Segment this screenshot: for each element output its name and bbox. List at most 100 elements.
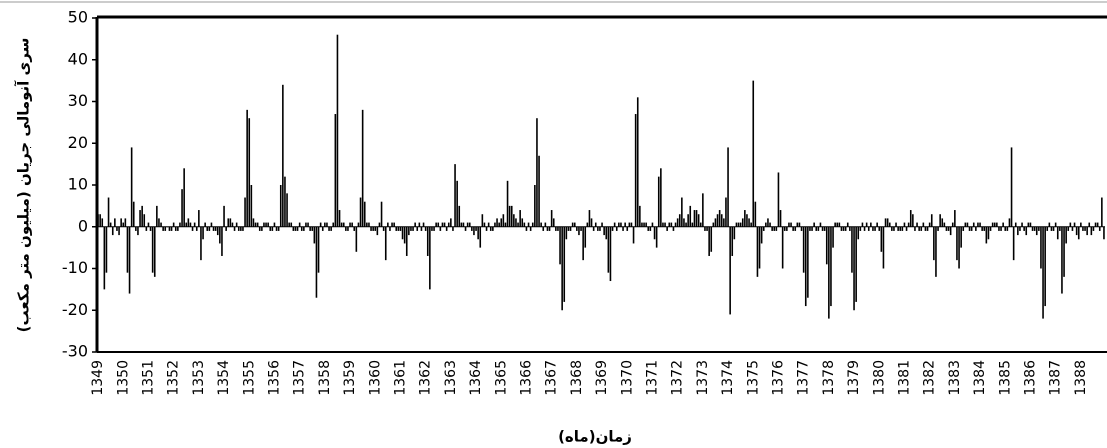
bar <box>1077 226 1080 240</box>
bar <box>189 222 192 227</box>
bar <box>807 226 809 298</box>
bar <box>838 222 841 227</box>
bar <box>630 222 633 227</box>
bar <box>714 218 717 227</box>
bar <box>294 226 297 231</box>
bar <box>298 222 301 227</box>
bar <box>366 222 368 227</box>
bar <box>214 226 217 231</box>
bar <box>741 218 744 227</box>
bar <box>895 222 897 227</box>
bar <box>725 197 727 227</box>
bar <box>416 226 419 231</box>
bar <box>141 205 143 227</box>
bar <box>529 226 532 231</box>
bar <box>977 222 979 227</box>
x-tick-label: 1367 <box>544 360 560 396</box>
bar <box>706 226 708 231</box>
bar <box>303 226 305 231</box>
bar <box>655 226 658 248</box>
bar <box>338 210 341 227</box>
bar <box>479 226 482 248</box>
bar <box>678 214 681 227</box>
bar <box>403 226 406 244</box>
bar <box>160 222 162 227</box>
bar <box>884 218 887 227</box>
bar <box>653 226 656 240</box>
bar <box>672 226 675 231</box>
bar <box>909 210 912 227</box>
bar <box>649 226 652 231</box>
bar <box>704 226 706 231</box>
bar <box>223 205 225 227</box>
bar <box>765 222 767 227</box>
bar <box>563 226 566 302</box>
bar <box>170 226 173 231</box>
bar <box>380 201 383 227</box>
bar <box>219 226 221 244</box>
bar <box>1096 222 1099 227</box>
bar <box>720 214 723 227</box>
bar <box>408 226 410 236</box>
bar <box>697 214 700 227</box>
bar <box>739 222 742 227</box>
bar <box>368 222 370 227</box>
bar <box>389 226 391 231</box>
bar <box>905 226 908 231</box>
bar <box>101 218 104 227</box>
bar <box>195 226 198 231</box>
x-tick-label: 1351 <box>140 360 156 396</box>
bar <box>966 222 969 227</box>
bar <box>882 226 885 269</box>
bar <box>748 218 750 227</box>
bar <box>1063 226 1065 277</box>
bar <box>685 222 687 227</box>
bar <box>912 214 914 227</box>
bar <box>552 218 555 227</box>
bar <box>891 226 893 231</box>
bar <box>886 218 889 227</box>
bar <box>515 218 517 227</box>
bar <box>307 222 309 227</box>
bar <box>538 155 540 227</box>
bar <box>99 214 101 227</box>
bar <box>397 226 400 231</box>
bar <box>261 226 263 231</box>
bar <box>107 197 110 227</box>
bar <box>727 147 729 227</box>
bar <box>750 222 752 227</box>
bar <box>508 205 511 227</box>
y-tick-label: -10 <box>62 258 88 277</box>
bar <box>928 222 931 227</box>
bar <box>947 226 950 231</box>
bar <box>544 222 547 227</box>
bar <box>786 226 788 231</box>
bar <box>670 222 673 227</box>
bar <box>414 222 416 227</box>
bar <box>542 226 545 231</box>
bar <box>1065 226 1067 244</box>
bar <box>1054 222 1057 227</box>
bar <box>870 222 872 227</box>
bar <box>828 226 830 319</box>
bar <box>210 222 213 227</box>
x-tick-label: 1382 <box>922 360 938 396</box>
bar <box>788 222 790 227</box>
bar <box>676 218 679 227</box>
x-tick-label: 1383 <box>947 360 963 396</box>
bar <box>559 226 561 265</box>
bar <box>1010 147 1013 227</box>
x-tick-label: 1375 <box>745 360 761 396</box>
bar <box>1004 226 1007 231</box>
bar <box>120 218 122 227</box>
bar <box>821 226 824 231</box>
bar <box>1061 226 1063 294</box>
bar <box>466 222 469 227</box>
bar <box>227 218 230 227</box>
bar <box>1050 226 1053 231</box>
bar <box>867 226 870 231</box>
bar <box>949 226 952 236</box>
bar <box>456 180 458 227</box>
bar <box>273 222 276 227</box>
